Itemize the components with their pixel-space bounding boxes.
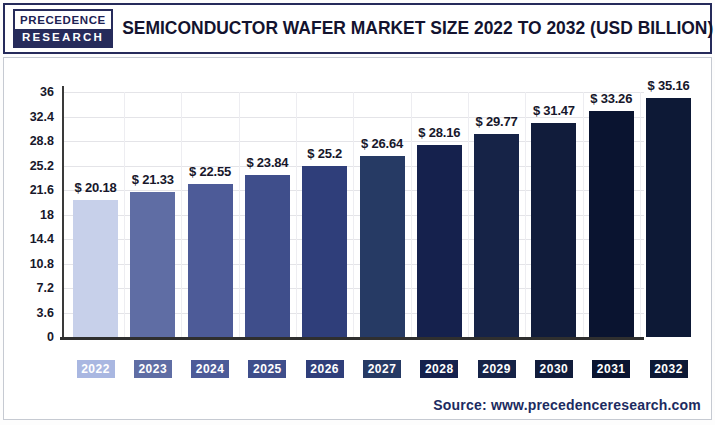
x-gridline	[353, 92, 354, 337]
logo-line2: RESEARCH	[15, 29, 111, 46]
bar-2025	[245, 175, 290, 337]
x-gridline	[124, 92, 125, 337]
x-gridline	[181, 92, 182, 337]
bar-2028	[417, 145, 462, 337]
bar-2022	[73, 200, 118, 337]
x-gridline	[640, 92, 641, 337]
chart-title: SEMICONDUCTOR WAFER MARKET SIZE 2022 TO …	[122, 18, 713, 39]
bar-2024	[188, 184, 233, 337]
x-axis	[60, 337, 644, 340]
precedence-research-logo: PRECEDENCE RESEARCH	[13, 9, 113, 48]
x-axis-year-label-2030: 2030	[535, 360, 573, 378]
x-axis-year-label-2028: 2028	[420, 360, 458, 378]
y-axis-tick-label: 10.8	[4, 256, 54, 272]
y-axis-tick-label: 0	[4, 329, 54, 345]
x-gridline	[239, 92, 240, 337]
y-axis-tick-label: 7.2	[4, 280, 54, 296]
bar-2023	[130, 192, 175, 337]
y-axis-tick-label: 25.2	[4, 158, 54, 174]
x-axis-year-label-2026: 2026	[306, 360, 344, 378]
x-axis-year-label-2025: 2025	[248, 360, 286, 378]
x-axis-year-label-2022: 2022	[77, 360, 115, 378]
x-axis-year-label-2032: 2032	[650, 360, 688, 378]
chart-area: 03.67.210.814.41821.625.228.832.436$ 20.…	[3, 57, 712, 420]
x-axis-year-label-2029: 2029	[478, 360, 516, 378]
source-attribution: Source: www.precedenceresearch.com	[433, 397, 701, 413]
x-gridline	[583, 92, 584, 337]
y-axis-tick-label: 28.8	[4, 133, 54, 149]
header: PRECEDENCE RESEARCH SEMICONDUCTOR WAFER …	[3, 3, 712, 54]
y-axis-tick-label: 32.4	[4, 109, 54, 125]
x-gridline	[296, 92, 297, 337]
x-axis-year-label-2027: 2027	[363, 360, 401, 378]
x-axis-year-label-2031: 2031	[592, 360, 630, 378]
bar-2030	[531, 123, 576, 337]
y-axis-tick-label: 18	[4, 207, 54, 223]
y-axis-tick-label: 3.6	[4, 305, 54, 321]
bar-value-label-2032: $ 35.16	[629, 78, 709, 94]
y-axis-tick-label: 36	[4, 84, 54, 100]
logo-line1: PRECEDENCE	[15, 11, 111, 28]
bar-2031	[589, 111, 634, 337]
bar-2029	[474, 134, 519, 337]
bar-2027	[360, 156, 405, 337]
infographic-frame: PRECEDENCE RESEARCH SEMICONDUCTOR WAFER …	[0, 0, 715, 425]
y-axis-tick-label: 21.6	[4, 182, 54, 198]
bar-2032	[646, 98, 691, 337]
x-axis-year-label-2023: 2023	[134, 360, 172, 378]
y-axis-tick-label: 14.4	[4, 231, 54, 247]
x-axis-year-label-2024: 2024	[191, 360, 229, 378]
y-axis	[62, 86, 64, 337]
bar-2026	[302, 166, 347, 338]
